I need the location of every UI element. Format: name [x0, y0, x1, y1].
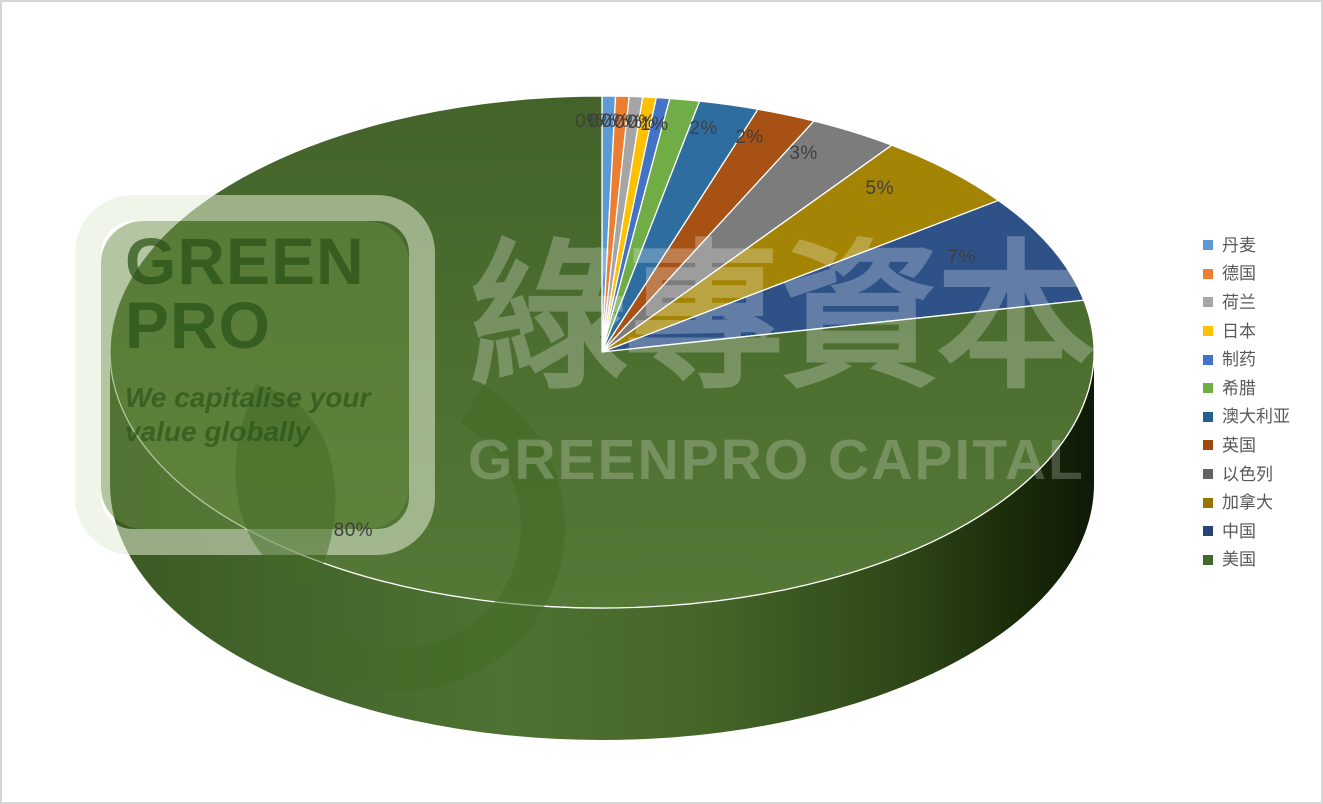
legend-item-11[interactable]: 美国 [1203, 546, 1290, 575]
legend-item-2[interactable]: 荷兰 [1203, 288, 1290, 317]
legend-swatch-icon [1203, 240, 1213, 251]
legend-label: 日本 [1222, 321, 1256, 341]
legend-swatch-icon [1203, 497, 1213, 508]
legend-swatch-icon [1203, 383, 1213, 394]
chart-legend: 丹麦德国荷兰日本制药希腊澳大利亚英国以色列加拿大中国美国 [1203, 231, 1290, 574]
legend-swatch-icon [1203, 297, 1213, 308]
legend-label: 丹麦 [1222, 235, 1256, 255]
legend-label: 希腊 [1222, 378, 1256, 398]
legend-label: 以色列 [1222, 464, 1273, 484]
legend-swatch-icon [1203, 268, 1213, 279]
legend-label: 美国 [1222, 550, 1256, 570]
legend-label: 制药 [1222, 350, 1256, 370]
pie-slice-9[interactable] [601, 144, 1000, 353]
legend-label: 澳大利亚 [1222, 407, 1290, 427]
legend-item-3[interactable]: 日本 [1203, 317, 1290, 346]
legend-swatch-icon [1203, 411, 1213, 422]
legend-label: 荷兰 [1222, 292, 1256, 312]
legend-item-5[interactable]: 希腊 [1203, 374, 1290, 403]
legend-item-10[interactable]: 中国 [1203, 517, 1290, 546]
legend-swatch-icon [1203, 354, 1213, 365]
legend-swatch-icon [1203, 440, 1213, 451]
legend-item-9[interactable]: 加拿大 [1203, 488, 1290, 517]
legend-swatch-icon [1203, 326, 1213, 337]
legend-item-7[interactable]: 英国 [1203, 431, 1290, 460]
legend-swatch-icon [1203, 469, 1213, 480]
pie-slice-10[interactable] [601, 199, 1085, 353]
legend-label: 中国 [1222, 521, 1256, 541]
legend-label: 德国 [1222, 264, 1256, 284]
legend-item-6[interactable]: 澳大利亚 [1203, 403, 1290, 432]
legend-label: 英国 [1222, 435, 1256, 455]
legend-item-0[interactable]: 丹麦 [1203, 231, 1290, 260]
legend-swatch-icon [1203, 554, 1213, 565]
legend-item-1[interactable]: 德国 [1203, 260, 1290, 289]
legend-swatch-icon [1203, 526, 1213, 537]
legend-item-4[interactable]: 制药 [1203, 345, 1290, 374]
pie-side-face[interactable] [110, 352, 1094, 740]
legend-label: 加拿大 [1222, 493, 1273, 513]
legend-item-8[interactable]: 以色列 [1203, 460, 1290, 489]
